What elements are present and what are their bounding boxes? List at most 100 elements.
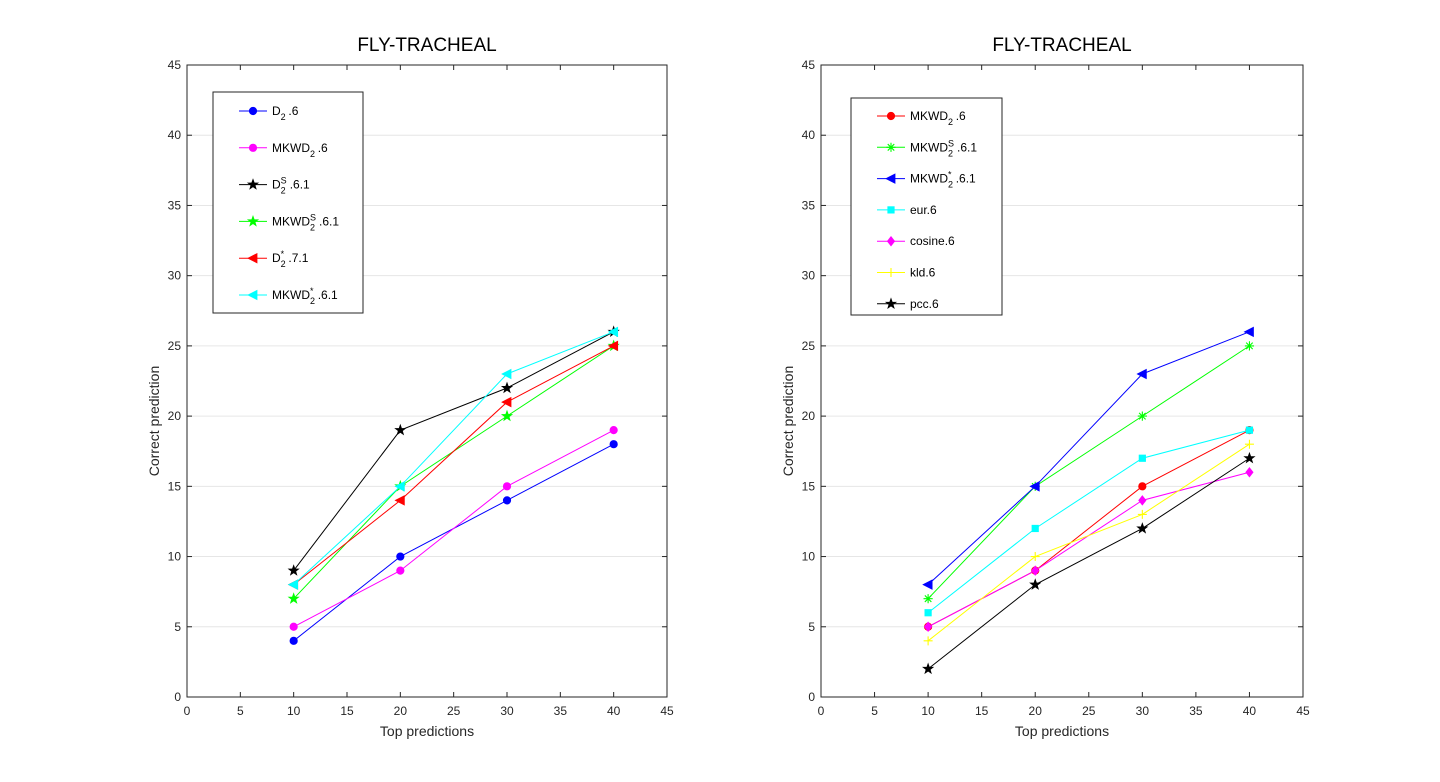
legend-label: pcc.6 [910,297,939,311]
data-point [289,636,298,645]
x-tick-label: 25 [447,704,461,718]
data-point [500,409,514,422]
axes-box [820,64,1304,698]
data-point [1137,411,1147,421]
series-line [293,331,614,586]
x-tick-label: 30 [500,704,514,718]
data-point [1031,524,1039,533]
x-tick-label: 15 [975,704,989,718]
data-point [1031,565,1040,576]
data-point [500,381,514,394]
x-tick-label: 25 [1082,704,1096,718]
x-tick-label: 0 [184,704,191,718]
data-point [924,621,933,633]
legend-label: D2.6 [272,104,299,122]
legend-label: eur.6 [910,203,937,217]
data-point [394,495,405,506]
x-tick-label: 35 [554,704,568,718]
chart-panel-2: 0 5 10 15 20 25 30 35 40 45 0 5 10 15 20 25 30 35 40 45 FLY-… [780,35,1310,739]
y-tick-label: 15 [802,479,816,493]
y-tick-label: 35 [168,198,182,212]
y-tick-label: 25 [802,339,816,353]
legend-marker [248,106,258,116]
data-point [502,482,512,491]
x-tick-label: 0 [818,704,825,718]
data-point [1245,467,1254,478]
x-tick-label: 20 [394,704,408,718]
data-point [1138,495,1147,506]
series-line [927,429,1250,614]
data-point [287,564,300,576]
legend-label: MKWD* 2.6.1 [910,170,976,190]
y-tick-label: 0 [174,690,181,704]
data-point [1244,439,1254,449]
legend-label: MKWDS 2.6.1 [272,212,339,232]
x-axis-label: Top predictions [380,723,474,739]
legend: D2.6 MKWD2.6 DS 2.6.1 MKWDS 2.6.1 D* 2.7.1 MKWD*… [212,91,364,314]
x-tick-label: 15 [340,704,354,718]
y-tick-label: 5 [174,620,181,634]
y-tick-label: 45 [168,58,182,72]
data-point [1138,482,1147,491]
data-point [1245,426,1254,434]
series-line [927,443,1250,642]
x-tick-label: 40 [1243,704,1257,718]
y-tick-label: 30 [802,269,816,283]
data-point [287,579,299,590]
x-tick-label: 30 [1136,704,1150,718]
data-point [609,426,618,435]
legend-marker [884,297,898,309]
y-axis-label: Correct prediction [146,366,162,477]
y-tick-label: 25 [168,339,182,353]
y-tick-label: 30 [168,269,182,283]
data-point [1243,326,1254,338]
data-point [607,340,619,352]
data-point [501,396,512,408]
legend-marker [886,111,896,121]
legend-label: MKWDS 2.6.1 [910,138,977,158]
data-point [1243,451,1256,464]
y-tick-label: 20 [802,409,816,423]
x-tick-label: 35 [1189,704,1203,718]
data-point [1244,341,1255,351]
y-tick-label: 5 [808,620,815,634]
legend-label: MKWD* 2.6.1 [272,286,338,306]
data-point [289,622,298,631]
legend-label: D* 2.7.1 [272,249,309,269]
series-7 [922,451,1256,675]
legend-label: MKWD2.6 [910,109,966,127]
legend: MKWD2.6 MKWDS 2.6.1 MKWD* 2.6.1 eur.6 cosine.6… [850,97,1003,316]
data-point [924,609,932,617]
data-point [922,662,935,675]
axes-box [186,64,668,698]
legend-marker [887,206,895,214]
legend-marker [246,178,260,190]
data-point [1029,578,1042,590]
series-line [293,345,614,586]
legend-label: MKWD2.6 [272,141,328,159]
x-tick-label: 40 [607,704,621,718]
data-point [1138,454,1146,462]
x-tick-label: 10 [921,704,935,718]
x-tick-label: 10 [287,704,301,718]
series-3 [922,326,1254,590]
legend-box [850,97,1003,316]
y-tick-label: 0 [808,690,815,704]
series-6 [923,439,1254,646]
data-point [607,326,619,338]
data-point [501,368,512,380]
data-point [396,566,405,575]
legend-marker [247,252,258,264]
legend-marker [886,235,896,247]
chart-title: FLY-TRACHEAL [357,35,496,56]
series-line [927,457,1250,670]
data-point [609,440,618,449]
y-axis-label: Correct prediction [780,366,796,477]
data-point [1136,368,1147,380]
data-point [396,552,405,561]
chart-title: FLY-TRACHEAL [992,35,1131,56]
x-tick-label: 20 [1029,704,1043,718]
x-tick-label: 5 [237,704,244,718]
series-4 [924,426,1254,617]
legend-marker [247,289,258,301]
